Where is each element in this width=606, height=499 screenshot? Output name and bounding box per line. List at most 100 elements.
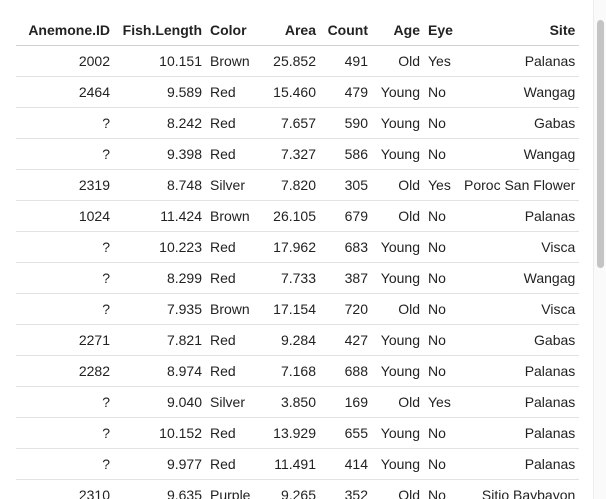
table-row: 2002 10.151 Brown 25.852 491 Old Yes Palanas [16, 45, 580, 77]
eye-cell: No [424, 417, 460, 449]
eye-cell: Yes [424, 386, 460, 418]
table-row: ? 10.223 Red 17.962 683 Young No Visca [16, 231, 580, 263]
anemone-id-cell: ? [16, 417, 114, 449]
age-cell: Old [372, 169, 424, 201]
eye-cell: No [424, 200, 460, 232]
eye-cell: No [424, 262, 460, 294]
site-cell: Gabas [460, 107, 580, 139]
anemone-id-cell: ? [16, 262, 114, 294]
site-cell: Gabas [460, 324, 580, 356]
site-cell: Wangag [460, 262, 580, 294]
anemone-id-cell: 2282 [16, 355, 114, 387]
column-header-count[interactable]: Count [320, 14, 372, 46]
fish-length-cell: 10.223 [114, 231, 206, 263]
color-cell: Red [206, 355, 264, 387]
age-cell: Young [372, 417, 424, 449]
color-cell: Brown [206, 45, 264, 77]
anemone-id-cell: ? [16, 293, 114, 325]
fish-length-cell: 9.398 [114, 138, 206, 170]
site-cell: Palanas [460, 355, 580, 387]
age-cell: Young [372, 138, 424, 170]
area-cell: 17.154 [264, 293, 320, 325]
column-header-color[interactable]: Color [206, 14, 264, 46]
table-row: 1024 11.424 Brown 26.105 679 Old No Palanas [16, 200, 580, 232]
color-cell: Red [206, 107, 264, 139]
area-cell: 17.962 [264, 231, 320, 263]
column-header-anemone-id[interactable]: Anemone.ID [16, 14, 114, 46]
color-cell: Red [206, 262, 264, 294]
color-cell: Purple [206, 479, 264, 499]
anemone-id-cell: 2002 [16, 45, 114, 77]
area-cell: 3.850 [264, 386, 320, 418]
column-header-fish-length[interactable]: Fish.Length [114, 14, 206, 46]
eye-cell: No [424, 138, 460, 170]
fish-length-cell: 10.152 [114, 417, 206, 449]
count-cell: 305 [320, 169, 372, 201]
site-cell: Palanas [460, 386, 580, 418]
table-row: 2271 7.821 Red 9.284 427 Young No Gabas [16, 324, 580, 356]
column-header-age[interactable]: Age [372, 14, 424, 46]
anemone-id-cell: ? [16, 386, 114, 418]
area-cell: 11.491 [264, 448, 320, 480]
age-cell: Young [372, 262, 424, 294]
area-cell: 13.929 [264, 417, 320, 449]
count-cell: 688 [320, 355, 372, 387]
site-cell: Sitio Baybayon [460, 479, 580, 499]
site-cell: Wangag [460, 76, 580, 108]
area-cell: 26.105 [264, 200, 320, 232]
count-cell: 590 [320, 107, 372, 139]
count-cell: 720 [320, 293, 372, 325]
count-cell: 169 [320, 386, 372, 418]
column-header-eye[interactable]: Eye [424, 14, 460, 46]
eye-cell: No [424, 76, 460, 108]
table-row: ? 9.398 Red 7.327 586 Young No Wangag [16, 138, 580, 170]
site-cell: Palanas [460, 448, 580, 480]
area-cell: 9.265 [264, 479, 320, 499]
age-cell: Young [372, 355, 424, 387]
color-cell: Red [206, 448, 264, 480]
age-cell: Young [372, 448, 424, 480]
scrollbar-thumb[interactable] [597, 20, 604, 268]
age-cell: Young [372, 231, 424, 263]
count-cell: 387 [320, 262, 372, 294]
eye-cell: No [424, 293, 460, 325]
column-header-site[interactable]: Site [460, 14, 580, 46]
area-cell: 7.657 [264, 107, 320, 139]
vertical-scrollbar[interactable] [593, 0, 606, 499]
age-cell: Young [372, 107, 424, 139]
area-cell: 25.852 [264, 45, 320, 77]
color-cell: Red [206, 417, 264, 449]
count-cell: 683 [320, 231, 372, 263]
eye-cell: No [424, 107, 460, 139]
column-header-area[interactable]: Area [264, 14, 320, 46]
table-header-row: Anemone.ID Fish.Length Color Area Count … [16, 14, 580, 46]
fish-length-cell: 8.299 [114, 262, 206, 294]
area-cell: 15.460 [264, 76, 320, 108]
data-table: Anemone.ID Fish.Length Color Area Count … [16, 14, 580, 499]
count-cell: 655 [320, 417, 372, 449]
area-cell: 7.327 [264, 138, 320, 170]
site-cell: Visca [460, 231, 580, 263]
table-row: ? 8.299 Red 7.733 387 Young No Wangag [16, 262, 580, 294]
table-row: 2464 9.589 Red 15.460 479 Young No Wangag [16, 76, 580, 108]
color-cell: Red [206, 76, 264, 108]
eye-cell: Yes [424, 45, 460, 77]
anemone-id-cell: 2319 [16, 169, 114, 201]
site-cell: Poroc San Flower [460, 169, 580, 201]
eye-cell: No [424, 448, 460, 480]
table-row: ? 9.040 Silver 3.850 169 Old Yes Palanas [16, 386, 580, 418]
eye-cell: No [424, 231, 460, 263]
fish-length-cell: 8.974 [114, 355, 206, 387]
fish-length-cell: 7.935 [114, 293, 206, 325]
count-cell: 491 [320, 45, 372, 77]
fish-length-cell: 8.242 [114, 107, 206, 139]
age-cell: Old [372, 293, 424, 325]
eye-cell: Yes [424, 169, 460, 201]
anemone-id-cell: 2464 [16, 76, 114, 108]
fish-length-cell: 7.821 [114, 324, 206, 356]
area-cell: 7.168 [264, 355, 320, 387]
count-cell: 352 [320, 479, 372, 499]
color-cell: Red [206, 324, 264, 356]
count-cell: 479 [320, 76, 372, 108]
